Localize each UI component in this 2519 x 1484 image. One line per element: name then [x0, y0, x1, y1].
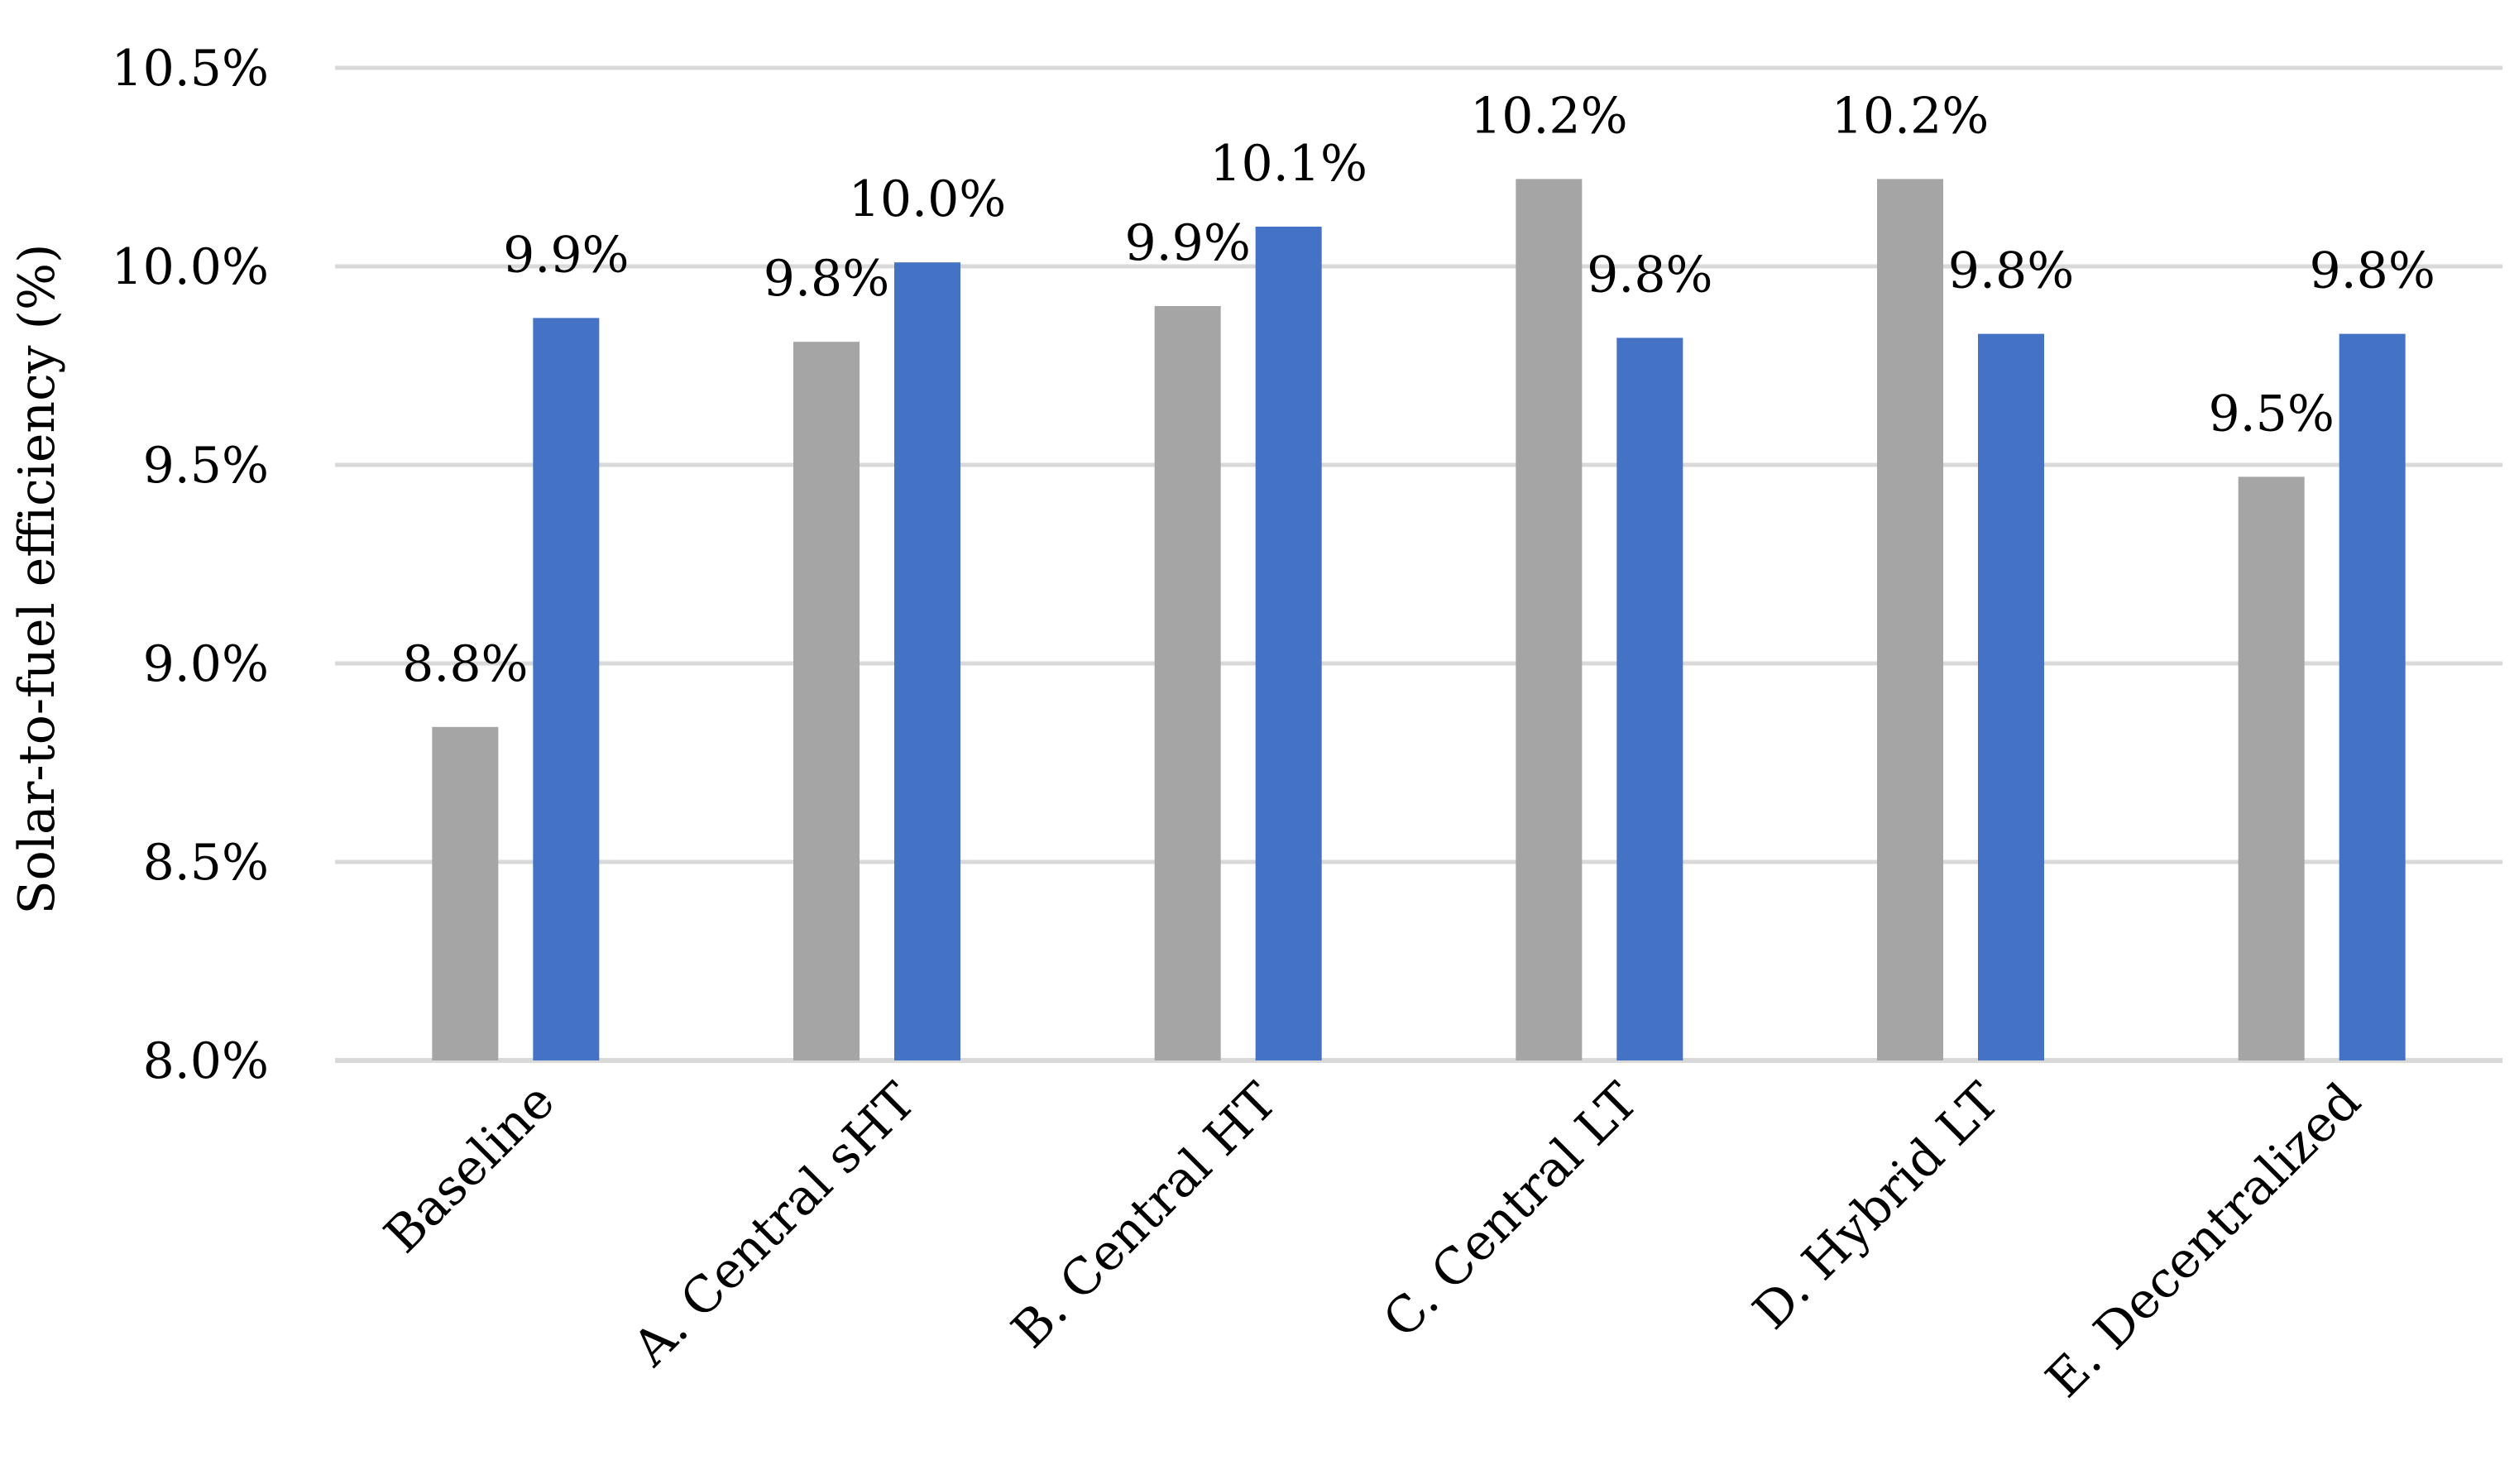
bar — [533, 318, 600, 1060]
x-category-label: E. Decentralized — [2035, 1072, 2372, 1409]
y-tick-label: 10.5% — [111, 40, 269, 98]
bar — [1255, 227, 1322, 1060]
data-label: 10.1% — [1209, 135, 1367, 193]
data-label: 10.0% — [849, 170, 1007, 228]
x-category-label: A. Central sHT — [621, 1072, 927, 1377]
data-label: 9.8% — [1587, 246, 1712, 304]
data-label: 10.2% — [1470, 87, 1628, 145]
y-tick-label: 8.5% — [143, 834, 269, 892]
data-label: 9.9% — [1124, 214, 1250, 272]
y-axis-title: Solar-to-fuel efficiency (%) — [8, 244, 66, 915]
x-category-label: D. Hybrid LT — [1742, 1072, 2011, 1341]
bar — [1154, 306, 1221, 1060]
x-category-label: C. Central LT — [1372, 1072, 1650, 1349]
bar — [793, 342, 860, 1060]
bar — [894, 262, 960, 1060]
data-label: 9.9% — [503, 226, 629, 284]
y-tick-label: 8.0% — [143, 1032, 269, 1090]
bars — [432, 179, 2406, 1061]
data-labels: 8.8% 9.9% 9.8% 10.0% 9.9% 10.1% 10.2% 9.8% 10.2%… — [402, 87, 2435, 692]
data-label: 9.8% — [764, 250, 889, 308]
x-category-label: B. Central HT — [1001, 1072, 1289, 1360]
bar — [1516, 179, 1583, 1060]
x-category-label: Baseline — [374, 1072, 566, 1264]
x-axis-labels: Baseline A. Central sHT B. Central HT C. Ce… — [374, 1072, 2373, 1409]
data-label: 9.8% — [2309, 242, 2435, 300]
gridlines — [335, 65, 2502, 1063]
data-label: 9.5% — [2208, 385, 2334, 443]
data-label: 8.8% — [402, 635, 528, 693]
bar — [1877, 179, 1943, 1060]
data-label: 10.2% — [1832, 87, 1990, 145]
bar — [432, 726, 499, 1060]
y-tick-label: 9.5% — [143, 437, 269, 495]
bar — [2339, 333, 2406, 1061]
bar — [2238, 476, 2305, 1060]
y-tick-label: 10.0% — [111, 238, 269, 296]
bar — [1616, 337, 1683, 1060]
bar — [1978, 333, 2044, 1061]
y-axis-ticks: 8.0% 8.5% 9.0% 9.5% 10.0% 10.5% — [111, 40, 269, 1090]
y-tick-label: 9.0% — [143, 635, 269, 693]
data-label: 9.8% — [1948, 242, 2074, 300]
